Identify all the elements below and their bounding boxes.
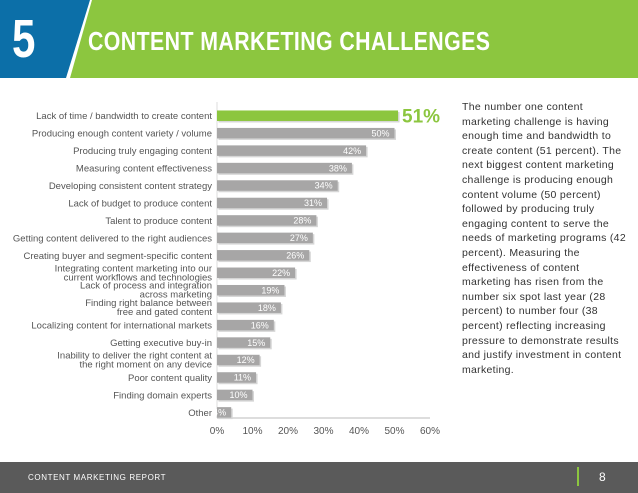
bar-value-label: 42% <box>343 146 361 156</box>
category-label: free and gated content <box>117 307 212 318</box>
x-tick-label: 10% <box>242 426 262 437</box>
bar <box>217 250 310 261</box>
footer-report-name: CONTENT MARKETING REPORT <box>28 473 167 482</box>
category-label: Integrating content marketing into our <box>55 263 212 274</box>
category-label: Getting executive buy-in <box>110 338 212 349</box>
category-label: across marketing <box>140 290 212 301</box>
bar <box>217 127 395 139</box>
bar-value-label: 50% <box>371 128 389 138</box>
bar-value-label: 34% <box>315 181 333 191</box>
bar <box>217 319 274 331</box>
bar-value-label: 19% <box>261 285 279 295</box>
section-number: 5 <box>12 9 36 69</box>
category-label: Producing truly engaging content <box>73 146 212 157</box>
category-label: Creating buyer and segment-specific cont… <box>23 251 212 262</box>
bar-value-label: 18% <box>258 303 276 313</box>
category-label: Lack of process and integration <box>80 281 212 292</box>
bar <box>217 215 317 226</box>
footer: CONTENT MARKETING REPORT 8 <box>0 462 638 493</box>
category-label: Getting content delivered to the right a… <box>13 233 212 244</box>
category-label: Lack of budget to produce content <box>68 198 212 209</box>
bar-value-label: 16% <box>251 320 269 330</box>
category-label: Developing consistent content strategy <box>49 181 212 192</box>
bar-value-label: 28% <box>293 216 311 226</box>
category-label: Measuring content effectiveness <box>76 164 212 175</box>
bar <box>217 284 285 296</box>
x-tick-label: 20% <box>278 426 298 437</box>
bar-value-label: 12% <box>237 355 255 365</box>
category-label: Lack of time / bandwidth to create conte… <box>36 111 212 122</box>
bar <box>217 302 281 313</box>
bar <box>217 197 328 209</box>
bar <box>217 232 313 244</box>
section-number-badge: 5 <box>0 0 90 78</box>
bar <box>217 407 232 418</box>
bar-value-label: 4% <box>213 408 226 418</box>
bar-value-label: 10% <box>229 390 247 400</box>
category-label: Finding right balance between <box>85 298 212 309</box>
bar-value-label: 51% <box>402 107 440 128</box>
bar <box>217 354 260 366</box>
category-label: Inability to deliver the right content a… <box>57 351 212 362</box>
footer-divider <box>577 467 579 486</box>
bar-value-label: 26% <box>286 251 304 261</box>
bar-chart: 0% 10% 20% 30% 40% 50% 60% 51% Lack of time / ba… <box>13 102 440 437</box>
bar <box>217 267 296 279</box>
page-title: CONTENT MARKETING CHALLENGES <box>88 26 491 56</box>
x-tick-label: 30% <box>313 426 333 437</box>
bar-value-label: 15% <box>247 338 265 348</box>
bar <box>217 162 352 174</box>
bar <box>217 110 399 121</box>
bar-value-label: 11% <box>234 373 251 383</box>
x-tick-label: 0% <box>210 426 225 437</box>
bar <box>217 372 257 383</box>
bar-value-label: 27% <box>290 233 308 243</box>
category-label: Finding domain experts <box>113 390 212 401</box>
bar-value-label: 31% <box>304 198 322 208</box>
bar-value-label: 38% <box>329 163 347 173</box>
x-tick-label: 50% <box>384 426 404 437</box>
bar-value-label: 22% <box>272 268 290 278</box>
category-label: Other <box>188 408 212 419</box>
bar <box>217 180 338 191</box>
x-tick-label: 40% <box>349 426 369 437</box>
bar <box>217 145 367 156</box>
category-label: Talent to produce content <box>105 216 212 227</box>
category-label: Producing enough content variety / volum… <box>32 129 212 140</box>
category-label: current workflows and technologies <box>64 272 213 283</box>
description-text: The number one content marketing challen… <box>462 101 626 376</box>
bar <box>217 389 253 401</box>
header-band <box>70 0 638 78</box>
bar <box>217 337 271 348</box>
category-label: Localizing content for international mar… <box>31 321 212 332</box>
category-label: the right moment on any device <box>79 360 212 371</box>
x-tick-label: 60% <box>420 426 440 437</box>
category-label: Poor content quality <box>128 373 212 384</box>
page-number: 8 <box>599 470 606 484</box>
